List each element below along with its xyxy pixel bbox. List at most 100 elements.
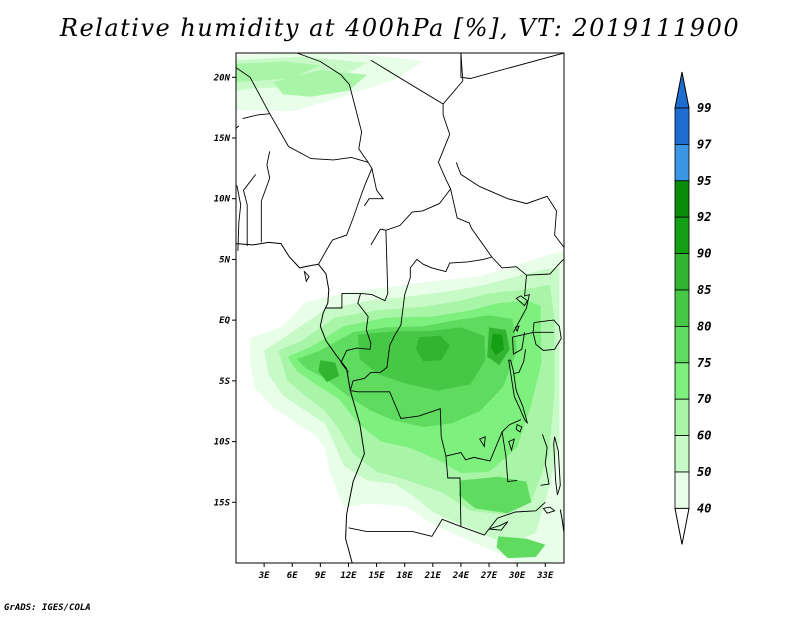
colorbar-swatch (674, 398, 690, 437)
map-title: Relative humidity at 400hPa [%], VT: 201… (59, 14, 741, 42)
country-border (512, 331, 554, 338)
lake-outline (532, 319, 562, 351)
coastline (236, 241, 365, 563)
country-border (340, 293, 372, 373)
lon-tick-label: 12E (340, 571, 357, 581)
country-border (236, 67, 271, 114)
colorbar-swatch (674, 362, 690, 400)
country-border (460, 53, 564, 79)
country-border (501, 431, 518, 483)
colorbar-label: 70 (697, 392, 711, 406)
humidity-region-75 (496, 536, 546, 559)
lon-tick-label: 6E (287, 571, 298, 581)
lat-tick-label: 5S (219, 377, 230, 387)
country-border (348, 456, 462, 537)
grads-credit: GrADS: IGES/COLA (4, 603, 91, 613)
geography-lines (236, 53, 564, 563)
lon-tick-label: 21E (424, 571, 442, 581)
lake-outline (542, 506, 556, 514)
coastline (559, 509, 564, 533)
lat-tick-label: EQ (219, 316, 230, 326)
lat-tick-label: 20N (213, 73, 231, 83)
country-border (513, 349, 527, 375)
lake-outline (508, 438, 515, 452)
colorbar-label: 80 (697, 319, 711, 333)
humidity-region-90 (490, 333, 504, 356)
colorbar-label: 50 (697, 465, 711, 479)
map-content (236, 53, 564, 563)
lake-outline (514, 325, 520, 333)
colorbar-label: 95 (697, 174, 711, 188)
humidity-region-80 (357, 327, 486, 391)
country-border (512, 332, 526, 355)
colorbar-swatch (674, 143, 690, 182)
colorbar-swatch (674, 107, 690, 145)
colorbar-swatch (674, 435, 690, 473)
country-border (460, 501, 546, 536)
colorbar-swatch (674, 325, 690, 364)
lon-tick-label: 18E (397, 571, 414, 581)
colorbar-bottom-arrow (674, 507, 690, 545)
longitude-axis: 3E 6E 9E 12E 15E 18E 21E 24E 27E 30E 33E (258, 563, 554, 581)
colorbar-swatch (674, 180, 690, 218)
colorbar: 99 97 95 92 90 85 80 75 70 60 50 40 (674, 71, 712, 545)
colorbar-label: 90 (697, 247, 711, 261)
lon-tick-label: 3E (258, 571, 270, 581)
humidity-region-85 (415, 335, 450, 362)
country-border (326, 293, 343, 309)
colorbar-top-arrow (674, 71, 690, 109)
colorbar-label: 60 (697, 429, 711, 443)
humidity-region-85 (318, 360, 340, 383)
colorbar-label: 92 (697, 210, 711, 224)
latitude-axis: 20N 15N 10N 5N EQ 5S 10S 15S (213, 73, 236, 508)
colorbar-swatch (674, 216, 690, 254)
country-border (242, 113, 369, 163)
lake-outline (515, 423, 523, 433)
colorbar-swatch (674, 289, 690, 327)
country-border (526, 259, 564, 276)
map-frame (235, 52, 565, 564)
lake-outline (508, 359, 528, 424)
colorbar-label: 97 (697, 137, 712, 151)
country-border (513, 275, 530, 333)
lat-tick-label: 10N (214, 195, 231, 205)
colorbar-label: 99 (697, 101, 711, 115)
lat-tick-label: 15S (214, 498, 231, 508)
lake-outline (488, 521, 509, 531)
country-border (404, 188, 493, 295)
country-border (260, 151, 271, 202)
humidity-region-60 (236, 61, 321, 83)
lake-outline (515, 295, 529, 307)
lon-tick-label: 30E (508, 571, 526, 581)
country-border (349, 294, 406, 391)
lon-tick-label: 9E (315, 571, 326, 581)
humidity-region-75 (459, 476, 532, 514)
colorbar-label: 75 (697, 356, 711, 370)
lat-tick-label: 10S (214, 438, 231, 448)
colorbar-label: 85 (697, 283, 711, 297)
country-border (243, 174, 257, 247)
country-border (364, 168, 385, 207)
colorbar-label: 40 (697, 501, 711, 515)
lat-tick-label: 5N (219, 255, 230, 265)
map-border (235, 52, 565, 564)
country-border (236, 185, 242, 251)
country-border (540, 434, 550, 486)
colorbar-swatch (674, 471, 690, 509)
lake-outline (479, 435, 486, 448)
country-border (491, 256, 527, 276)
country-border (341, 230, 389, 302)
country-border (370, 53, 464, 105)
lake-outline (303, 270, 310, 283)
lon-tick-label: 27E (480, 571, 498, 581)
lat-tick-label: 15N (214, 134, 231, 144)
lon-tick-label: 15E (368, 571, 385, 581)
lon-tick-label: 33E (536, 571, 554, 581)
country-border (455, 162, 564, 248)
humidity-shading (236, 53, 564, 563)
lon-tick-label: 24E (452, 571, 470, 581)
humidity-region-60 (273, 70, 368, 97)
colorbar-swatch (674, 253, 690, 291)
lake-outline (553, 436, 561, 496)
